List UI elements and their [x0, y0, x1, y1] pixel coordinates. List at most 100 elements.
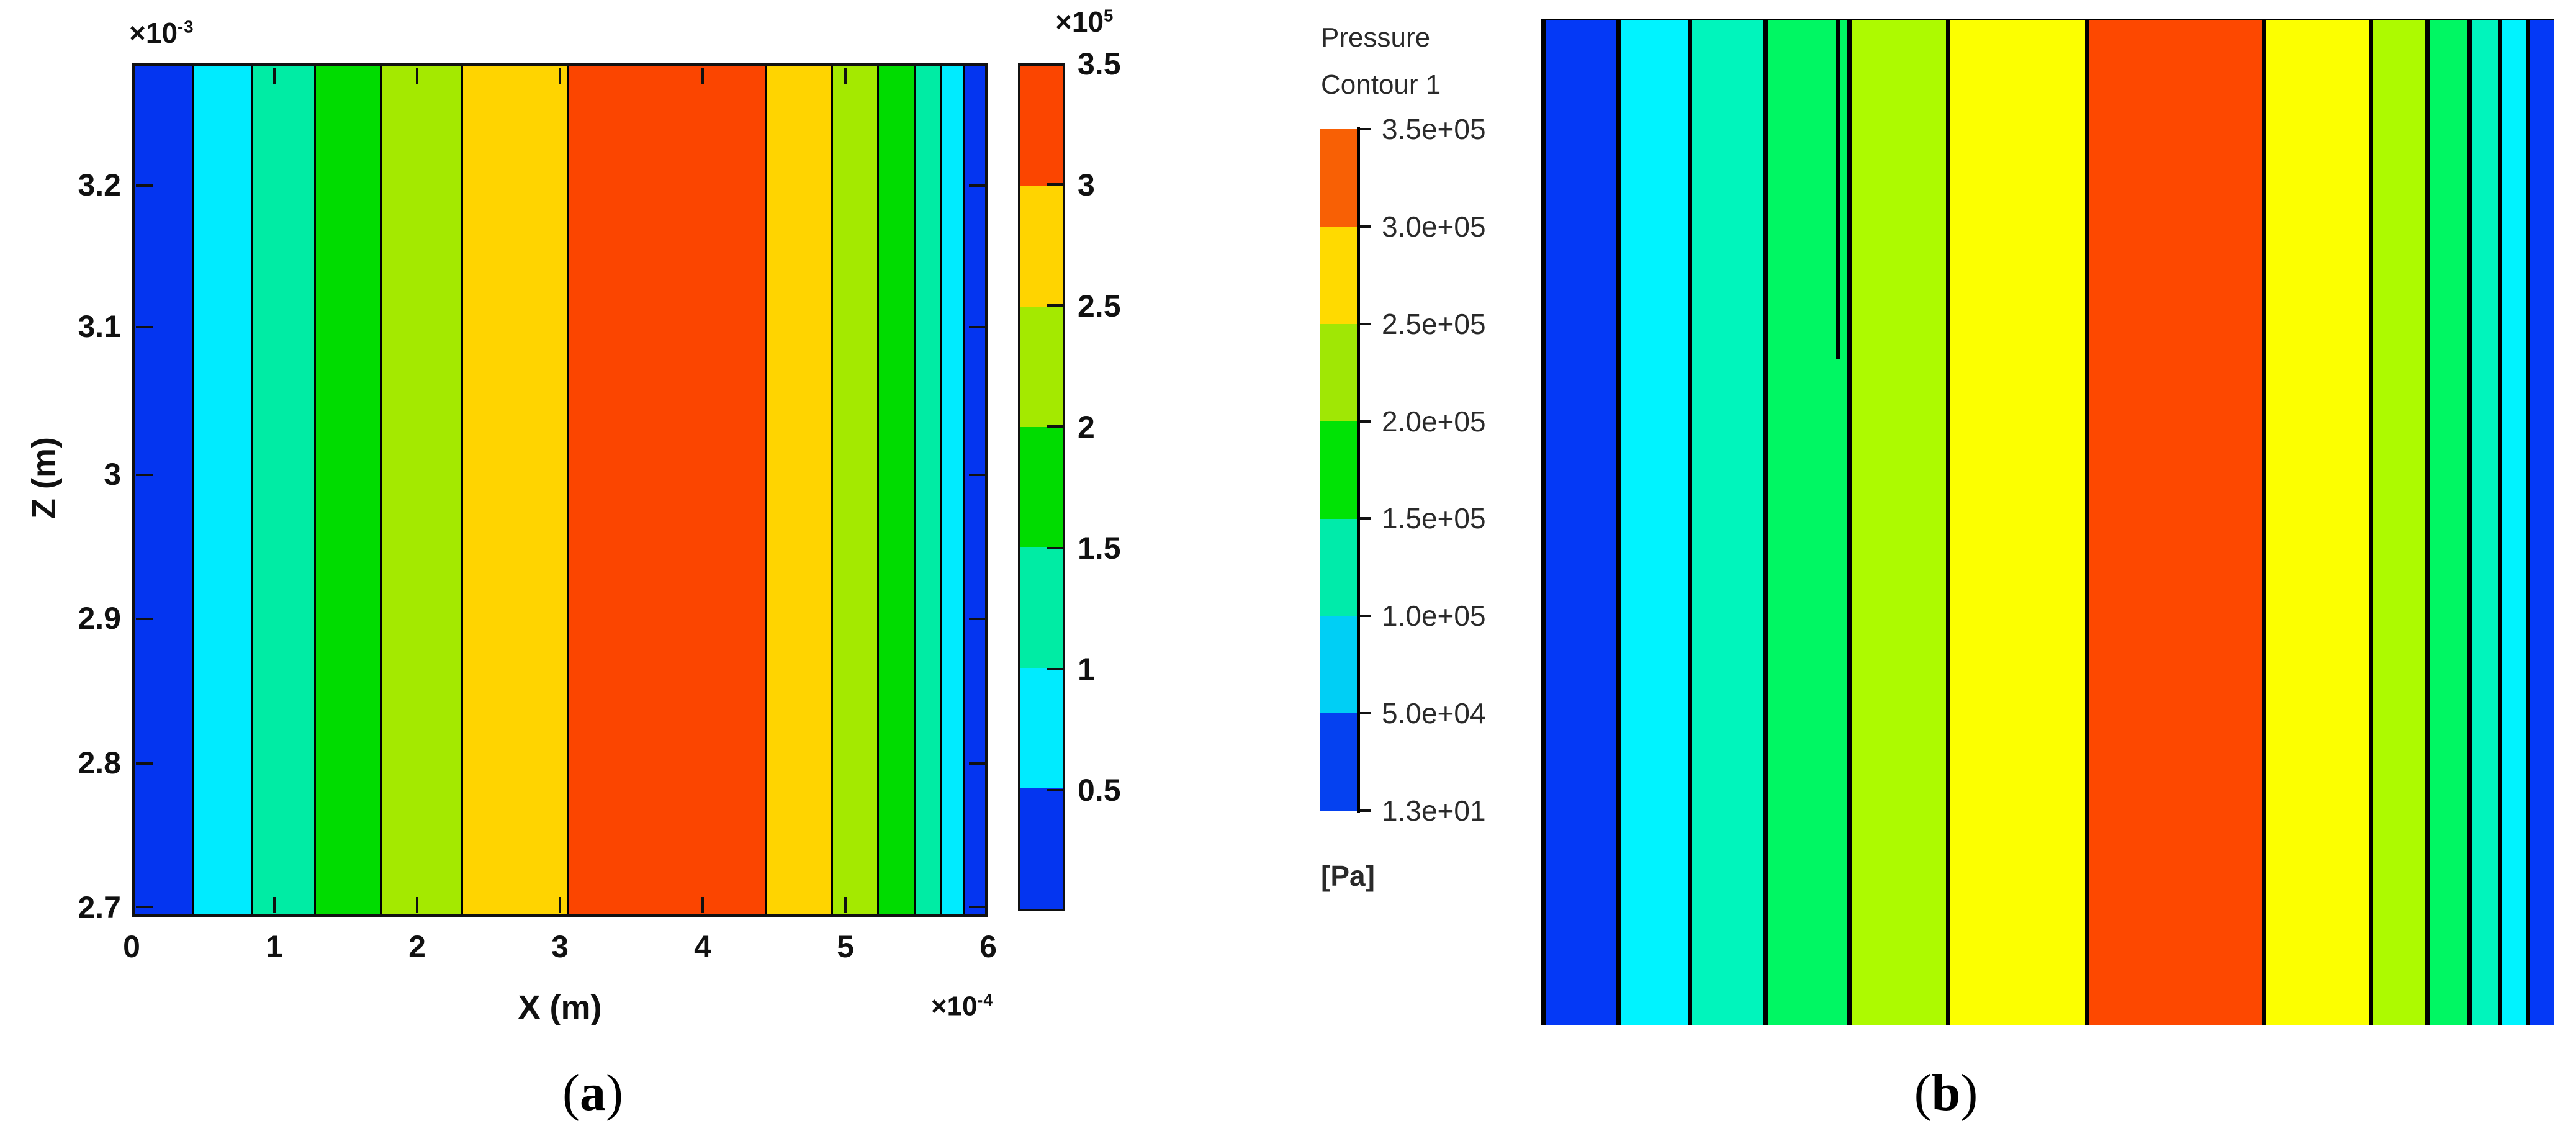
y-axis-tick-mark: [969, 762, 986, 765]
legend-title-line2: Contour 1: [1321, 70, 1441, 100]
colorbar-tick-label: 1.5: [1078, 531, 1121, 566]
y-tick-label: 3: [104, 457, 121, 492]
y-axis-tick-mark: [136, 184, 153, 187]
legend-colorbar-b-band-6: [1320, 713, 1359, 811]
colorbar-tick-mark: [1047, 304, 1063, 307]
legend-tick-label: 5.0e+04: [1382, 697, 1486, 729]
contour-plot-a-band-6: [567, 66, 765, 914]
contour-plot-b-band-6: [2085, 20, 2262, 1025]
legend-tick-mark: [1360, 615, 1371, 617]
x-axis-tick-mark: [559, 68, 561, 84]
contour-plot-a: [132, 63, 988, 917]
x-tick-label: 0: [123, 929, 140, 964]
colorbar-tick-mark: [1047, 425, 1063, 428]
y-axis-tick-mark: [136, 326, 153, 328]
offset-base: ×10: [1055, 6, 1104, 38]
colorbar-a-band-3: [1020, 427, 1063, 548]
legend-tick-label: 3.5e+05: [1382, 113, 1486, 145]
legend-tick-mark: [1360, 517, 1371, 520]
contour-plot-b-band-1: [1616, 20, 1688, 1025]
caption-letter: b: [1931, 1064, 1961, 1122]
contour-plot-a-band-10: [914, 66, 940, 914]
offset-exp: -3: [178, 17, 194, 37]
legend-tick-label: 3.0e+05: [1382, 210, 1486, 243]
legend-tick-label: 1.0e+05: [1382, 600, 1486, 632]
contour-plot-b: [1541, 19, 2554, 1025]
contour-plot-a-band-4: [379, 66, 462, 914]
y-tick-label: 3.1: [78, 309, 121, 344]
legend-axis-line: [1357, 127, 1360, 813]
legend-colorbar-b-band-3: [1320, 421, 1359, 519]
colorbar-tick-mark: [1047, 789, 1063, 791]
colorbar-tick-label: 3.5: [1078, 47, 1121, 81]
y-tick-label: 2.8: [78, 746, 121, 780]
y-axis-tick-mark: [969, 618, 986, 620]
caption-letter: a: [580, 1064, 606, 1122]
colorbar-tick-mark: [1047, 183, 1063, 186]
offset-exp: -4: [977, 991, 993, 1009]
y-axis-tick-mark: [969, 326, 986, 328]
y-axis-tick-mark: [136, 762, 153, 765]
x-axis-tick-mark: [559, 897, 561, 913]
x-axis-tick-mark: [273, 68, 276, 84]
contour-plot-b-band-7: [2261, 20, 2369, 1025]
y-tick-label: 2.7: [78, 890, 121, 925]
contour-plot-b-band-3: [1763, 20, 1847, 1025]
colorbar-a-band-4: [1020, 547, 1063, 669]
caption-paren: (: [562, 1064, 580, 1122]
colorbar-a-band-5: [1020, 668, 1063, 789]
colorbar-tick-label: 0.5: [1078, 773, 1121, 808]
colorbar-tick-label: 1: [1078, 652, 1095, 687]
legend-title-line1: Pressure: [1321, 22, 1431, 53]
legend-tick-label: 1.5e+05: [1382, 502, 1486, 534]
colorbar-tick-label: 2: [1078, 410, 1095, 444]
contour-plot-b-band-9: [2425, 20, 2468, 1025]
legend-colorbar-b-band-1: [1320, 226, 1359, 324]
caption-paren: (: [1914, 1064, 1932, 1122]
contour-plot-b-band-11: [2497, 20, 2526, 1025]
colorbar-a-band-0: [1020, 66, 1063, 187]
legend-tick-label: 1.3e+01: [1382, 795, 1486, 827]
x-axis-tick-mark: [416, 68, 418, 84]
y-axis-tick-mark: [136, 618, 153, 620]
contour-plot-a-band-7: [765, 66, 831, 914]
y-axis-tick-mark: [969, 184, 986, 187]
caption-paren: ): [1960, 1064, 1978, 1122]
contour-plot-a-band-1: [191, 66, 251, 914]
contour-plot-a-band-3: [314, 66, 380, 914]
colorbar-a: [1018, 63, 1065, 911]
legend-tick-mark: [1360, 128, 1371, 130]
colorbar-tick-label: 3: [1078, 168, 1095, 202]
contour-line-jog: [1836, 20, 1840, 359]
contour-plot-b-band-2: [1688, 20, 1763, 1025]
y-tick-label: 2.9: [78, 601, 121, 636]
colorbar-a-band-1: [1020, 186, 1063, 307]
caption-paren: ): [606, 1064, 623, 1122]
caption-b: (b): [1847, 1063, 2045, 1123]
contour-plot-b-band-8: [2369, 20, 2425, 1025]
x-tick-label: 3: [551, 929, 569, 964]
contour-plot-b-band-5: [1946, 20, 2086, 1025]
x-axis-label: X (m): [518, 989, 602, 1026]
legend-tick-mark: [1360, 420, 1371, 423]
legend-tick-mark: [1360, 225, 1371, 228]
contour-plot-a-band-11: [940, 66, 963, 914]
colorbar-offset-label: ×105: [1055, 5, 1114, 38]
legend-tick-label: 2.5e+05: [1382, 308, 1486, 340]
x-axis-tick-mark: [844, 68, 847, 84]
contour-plot-b-band-12: [2526, 20, 2554, 1025]
legend-unit-label: [Pa]: [1321, 860, 1375, 892]
x-axis-tick-mark: [701, 897, 704, 913]
y-axis-tick-mark: [136, 474, 153, 476]
legend-colorbar-b-band-2: [1320, 323, 1359, 421]
contour-plot-a-band-2: [251, 66, 315, 914]
colorbar-tick-mark: [1047, 547, 1063, 549]
x-axis-tick-mark: [416, 897, 418, 913]
y-axis-tick-mark: [969, 474, 986, 476]
contour-plot-b-band-0: [1546, 20, 1616, 1025]
contour-plot-a-band-9: [876, 66, 915, 914]
contour-plot-a-band-0: [135, 66, 192, 914]
caption-a: (a): [493, 1063, 692, 1123]
x-tick-label: 5: [837, 929, 854, 964]
